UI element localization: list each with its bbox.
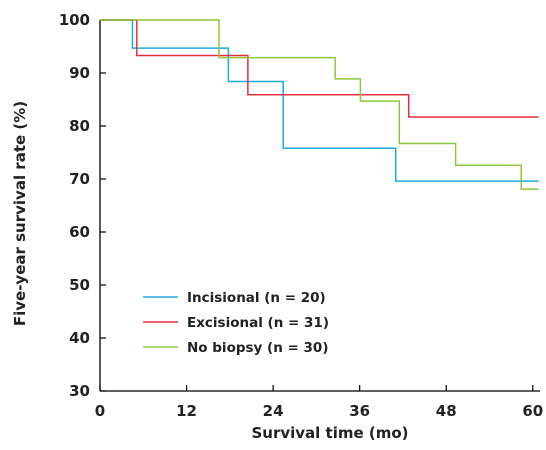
x-tick-label: 48 [436, 402, 457, 420]
y-tick-label: 70 [69, 170, 90, 188]
ticks: 0 12 24 36 48 60 30 40 50 60 70 80 90 100 [59, 11, 544, 420]
legend-label-2: Excisional (n = 31) [187, 315, 329, 331]
x-tick-label: 24 [263, 402, 284, 420]
series-line-1 [100, 19, 539, 182]
y-tick-label: 80 [69, 117, 90, 135]
axes [99, 20, 540, 392]
y-tick-label: 60 [69, 223, 90, 241]
x-tick-label: 0 [95, 402, 105, 420]
x-tick-label: 12 [176, 402, 197, 420]
series-group [100, 19, 539, 190]
series-line-3 [100, 19, 539, 190]
y-axis-label: Five-year survival rate (%) [11, 101, 29, 326]
legend-label-1: Incisional (n = 20) [187, 290, 326, 306]
x-tick-label: 36 [349, 402, 370, 420]
legend: Incisional (n = 20) Excisional (n = 31) No… [143, 290, 329, 356]
y-tick-label: 40 [69, 329, 90, 347]
legend-label-3: No biopsy (n = 30) [187, 340, 329, 356]
y-tick-label: 90 [69, 64, 90, 82]
y-tick-label: 50 [69, 276, 90, 294]
y-tick-label: 30 [69, 382, 90, 400]
x-tick-label: 60 [522, 402, 543, 420]
series-line-2 [100, 19, 539, 118]
y-tick-label: 100 [59, 11, 90, 29]
x-axis-label: Survival time (mo) [251, 424, 408, 442]
